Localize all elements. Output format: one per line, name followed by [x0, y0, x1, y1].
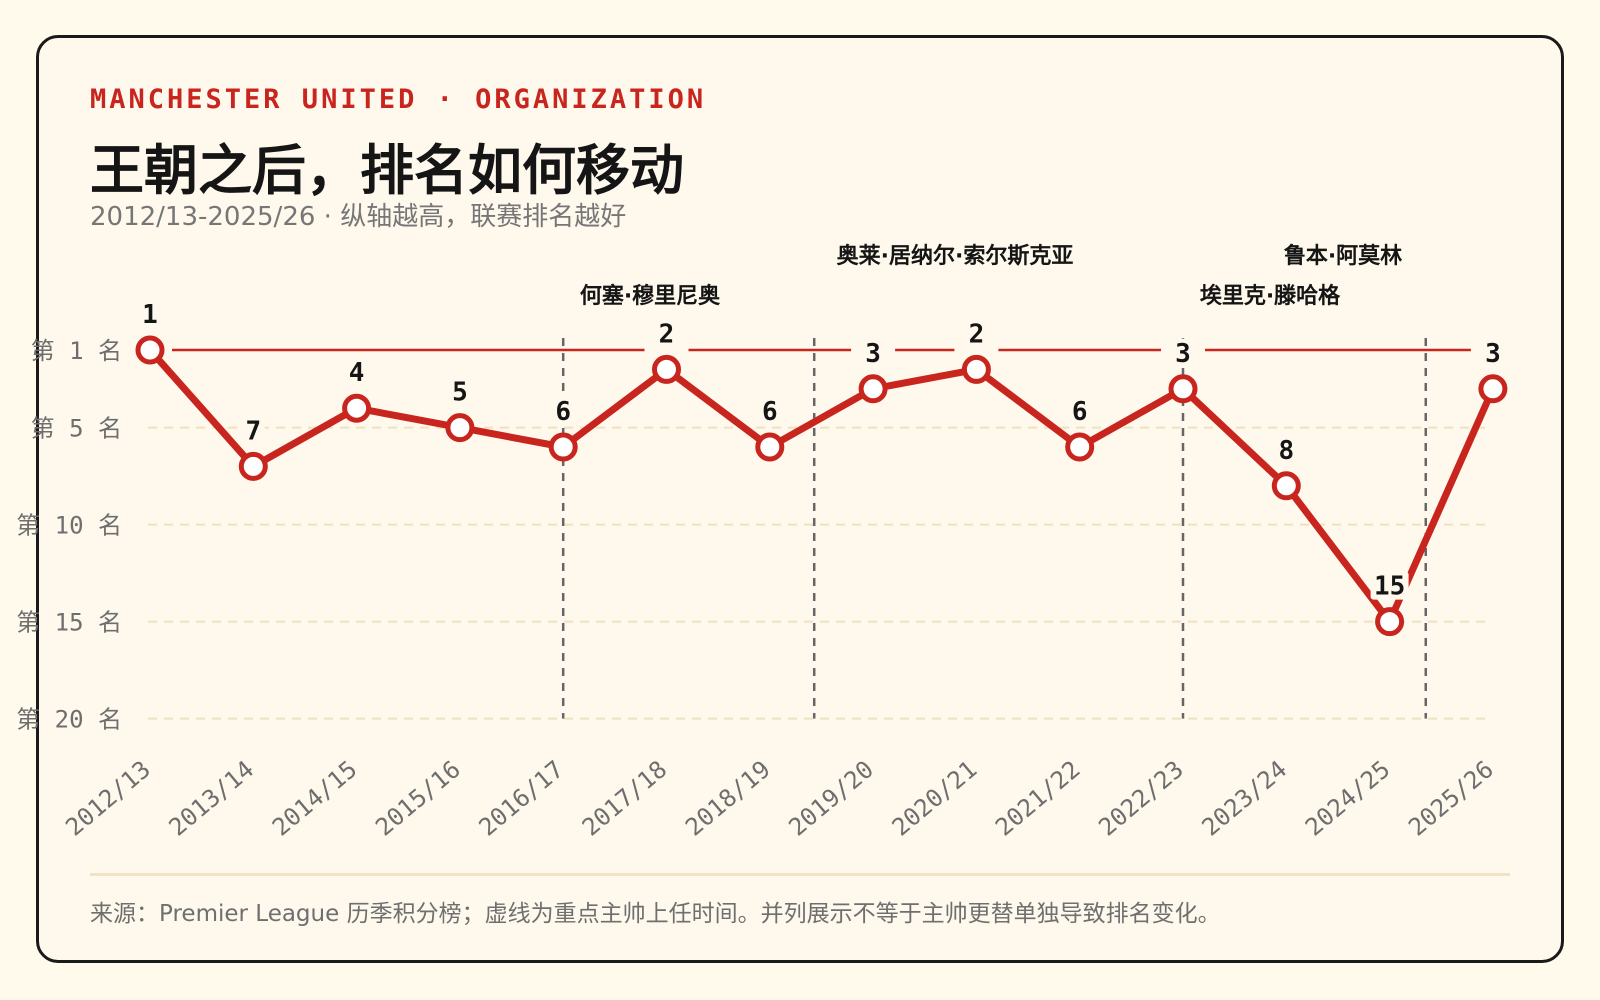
- data-label: 6: [762, 397, 778, 427]
- x-tick-label: 2024/25: [1300, 755, 1395, 841]
- x-tick-label: 2025/26: [1403, 755, 1498, 841]
- y-tick-label: 第 10 名: [16, 512, 122, 540]
- data-label-bg: [448, 377, 472, 406]
- x-tick-label: 2017/18: [577, 755, 672, 841]
- data-label-bg: [138, 300, 162, 328]
- footer-divider: [90, 873, 1510, 876]
- x-tick-label: 2021/22: [990, 755, 1085, 841]
- x-tick-label: 2019/20: [783, 755, 878, 841]
- chart-title: 王朝之后，排名如何移动: [90, 139, 684, 202]
- data-label-bg: [758, 397, 782, 425]
- data-point: [1168, 374, 1198, 404]
- data-point: [1375, 607, 1405, 637]
- data-point: [135, 335, 165, 365]
- series-line: [146, 346, 1497, 626]
- data-label: 3: [1175, 339, 1191, 369]
- chart-subtitle: 2012/13-2025/26 · 纵轴越高，联赛排名越好: [90, 202, 627, 232]
- x-tick-label: 2022/23: [1093, 755, 1188, 841]
- x-tick-label: 2013/14: [164, 755, 259, 841]
- data-point: [238, 451, 268, 481]
- x-tick-label: 2020/21: [887, 755, 982, 841]
- x-tick-label: 2014/15: [267, 755, 362, 841]
- data-label-bg: [861, 338, 885, 367]
- data-label: 15: [1374, 572, 1405, 602]
- data-point: [858, 374, 888, 404]
- data-point: [342, 393, 372, 423]
- x-tick-label: 2015/16: [370, 755, 465, 841]
- data-label-bg: [655, 319, 678, 348]
- data-label-bg: [964, 319, 988, 348]
- data-label: 6: [1072, 397, 1088, 427]
- y-tick-label: 第 15 名: [16, 609, 122, 637]
- eyebrow-label: MANCHESTER UNITED · ORGANIZATION: [90, 84, 707, 115]
- data-label: 8: [1278, 436, 1294, 466]
- data-point: [652, 354, 681, 384]
- data-label: 7: [245, 416, 261, 446]
- x-tick-label: 2016/17: [474, 755, 569, 841]
- data-label-bg: [1274, 435, 1298, 464]
- y-tick-label: 第 20 名: [16, 706, 122, 734]
- data-label: 2: [969, 319, 985, 349]
- data-point: [1478, 374, 1508, 404]
- data-label: 4: [349, 358, 365, 388]
- data-point: [961, 354, 991, 384]
- data-point: [755, 432, 785, 462]
- manager-label: 奥莱·居纳尔·索尔斯克亚: [837, 243, 1074, 269]
- data-label-bg: [551, 397, 575, 425]
- manager-label: 何塞·穆里尼奥: [580, 283, 721, 309]
- data-label-bg: [241, 416, 265, 445]
- data-label: 6: [555, 397, 571, 427]
- data-point: [445, 413, 475, 443]
- manager-label: 鲁本·阿莫林: [1283, 243, 1402, 269]
- data-point: [548, 432, 578, 462]
- x-tick-label: 2018/19: [680, 755, 775, 841]
- data-point: [1271, 471, 1301, 501]
- data-label-bg: [1171, 338, 1195, 367]
- data-label: 3: [1485, 339, 1501, 369]
- data-label: 3: [865, 339, 881, 369]
- data-point: [1065, 432, 1095, 462]
- data-label-bg: [1370, 571, 1409, 600]
- data-label: 1: [142, 300, 158, 330]
- x-tick-label: 2012/13: [60, 755, 155, 841]
- data-label-bg: [1068, 397, 1092, 425]
- y-tick-label: 第 5 名: [31, 415, 122, 443]
- data-label-bg: [345, 358, 369, 387]
- x-tick-label: 2023/24: [1197, 755, 1292, 841]
- chart-card: [36, 35, 1564, 963]
- source-note: 来源：Premier League 历季积分榜；虚线为重点主帅上任时间。并列展示…: [90, 901, 1221, 927]
- data-label: 2: [659, 319, 675, 349]
- manager-label: 埃里克·滕哈格: [1200, 283, 1341, 309]
- data-label: 5: [452, 378, 468, 408]
- data-label-bg: [1481, 338, 1505, 367]
- y-tick-label: 第 1 名: [31, 337, 122, 365]
